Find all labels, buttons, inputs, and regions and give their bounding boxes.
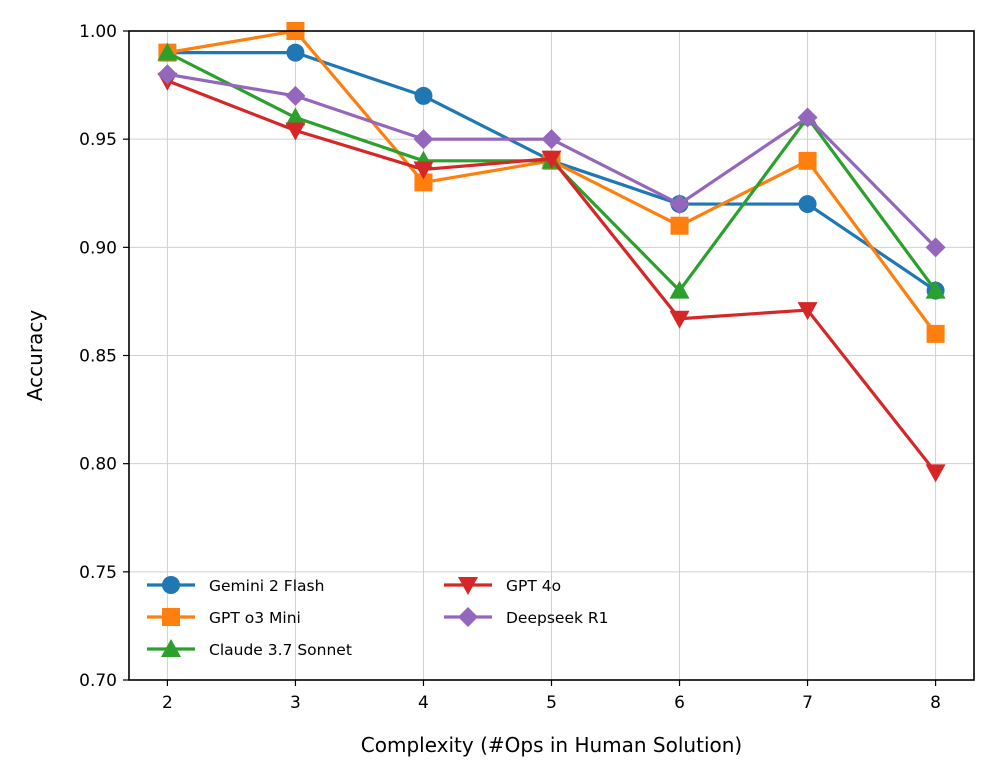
data-point: [797, 302, 818, 321]
x-tick-label: 8: [930, 693, 941, 713]
data-point: [669, 194, 690, 215]
data-point: [797, 107, 818, 128]
x-tick-label: 6: [674, 693, 685, 713]
legend-marker: [458, 607, 478, 627]
legend-item: Gemini 2 Flash: [147, 576, 324, 595]
data-point: [157, 42, 178, 61]
data-point: [285, 122, 306, 141]
y-axis-label: Accuracy: [23, 310, 47, 401]
data-point: [285, 85, 306, 106]
data-point: [925, 237, 946, 258]
data-point: [414, 86, 433, 105]
data-point: [541, 129, 562, 150]
legend-item: GPT o3 Mini: [147, 608, 301, 627]
data-point: [413, 161, 434, 180]
legend: Gemini 2 Flash GPT o3 Mini Claude 3.7 Sonn…: [147, 576, 609, 659]
data-point: [669, 310, 690, 329]
data-point: [798, 195, 817, 214]
legend-label: Deepseek R1: [506, 609, 609, 627]
data-point: [926, 324, 945, 343]
x-tick-label: 7: [802, 693, 813, 713]
legend-item: Claude 3.7 Sonnet: [147, 639, 352, 659]
data-point: [669, 280, 690, 299]
y-tick-label: 0.80: [79, 455, 117, 475]
y-tick-label: 0.75: [79, 563, 117, 583]
data-point: [925, 280, 946, 299]
y-tick-label: 0.95: [79, 130, 117, 150]
legend-label: GPT o3 Mini: [209, 609, 301, 627]
x-tick-label: 4: [418, 693, 429, 713]
y-tick-label: 0.85: [79, 347, 117, 367]
data-point: [285, 107, 306, 126]
legend-label: Gemini 2 Flash: [209, 577, 324, 595]
data-point: [798, 151, 817, 170]
x-tick-label: 3: [290, 693, 301, 713]
legend-item: Deepseek R1: [444, 607, 609, 627]
data-point: [925, 464, 946, 483]
y-tick-label: 1.00: [79, 22, 117, 42]
data-point: [414, 173, 433, 192]
y-tick-label: 0.70: [79, 671, 117, 691]
data-point: [541, 150, 562, 169]
data-point: [413, 129, 434, 150]
legend-label: Claude 3.7 Sonnet: [209, 641, 352, 659]
data-point: [670, 216, 689, 235]
legend-marker: [161, 639, 181, 657]
legend-marker: [458, 577, 478, 595]
legend-marker: [162, 576, 180, 594]
legend-label: GPT 4o: [506, 577, 561, 595]
x-axis-label: Complexity (#Ops in Human Solution): [361, 733, 742, 757]
x-tick-label: 5: [546, 693, 557, 713]
x-tick-label: 2: [162, 693, 173, 713]
data-point: [286, 43, 305, 62]
series-deepseek-r1: [157, 64, 946, 258]
legend-item: GPT 4o: [444, 577, 561, 595]
legend-marker: [162, 608, 180, 626]
axis-ticks: 2 3 4 5 6 7 8 0.70 0.75 0.80 0.85 0.90 0.95 1.00: [79, 22, 941, 713]
y-tick-label: 0.90: [79, 238, 117, 258]
data-point: [157, 64, 178, 85]
